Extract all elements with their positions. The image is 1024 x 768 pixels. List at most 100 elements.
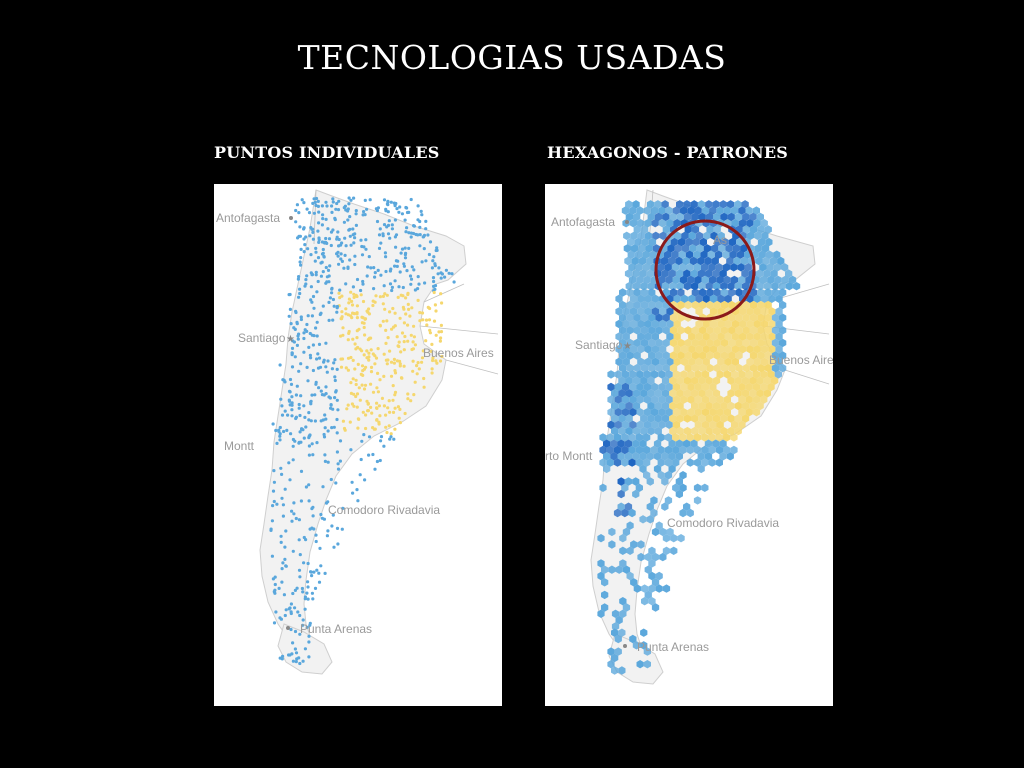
data-hexagon <box>731 332 739 341</box>
data-hexagon <box>686 508 694 518</box>
data-point <box>395 207 399 211</box>
data-point <box>348 234 352 238</box>
data-hexagon <box>697 452 705 461</box>
data-hexagon <box>626 571 634 581</box>
data-point <box>393 390 398 394</box>
data-point <box>327 318 331 322</box>
data-point <box>311 294 316 299</box>
data-point <box>294 651 299 655</box>
data-point <box>305 625 309 629</box>
data-point <box>341 333 345 337</box>
data-point <box>296 337 300 341</box>
data-point <box>379 241 383 245</box>
data-point <box>305 322 309 327</box>
data-hexagon <box>693 483 702 492</box>
data-point <box>369 266 373 270</box>
data-point <box>288 478 292 482</box>
data-hexagon <box>687 395 695 404</box>
data-point <box>309 419 313 423</box>
data-point <box>436 272 440 276</box>
data-point <box>349 381 353 385</box>
data-hexagon <box>637 319 645 329</box>
data-hexagon <box>607 647 615 656</box>
data-point <box>386 406 390 410</box>
data-hexagon <box>731 345 739 354</box>
data-hexagon <box>719 200 727 209</box>
data-hexagon <box>668 452 676 461</box>
data-hexagon <box>708 458 716 467</box>
individual-points-map[interactable]: Antofagasta Santiago ★ Buenos Aires Mont… <box>214 184 502 706</box>
data-point <box>400 247 405 251</box>
data-hexagon <box>753 319 761 329</box>
data-point <box>350 480 354 484</box>
data-hexagon <box>728 363 736 373</box>
data-hexagon <box>749 313 758 322</box>
data-hexagon <box>683 282 691 291</box>
data-point <box>434 359 438 363</box>
data-hexagon <box>731 370 739 379</box>
data-point <box>385 362 389 366</box>
data-point <box>367 351 371 355</box>
data-hexagon <box>615 307 623 316</box>
data-point <box>435 248 439 252</box>
data-hexagon <box>765 250 774 259</box>
hexagon-pattern-map[interactable]: Antofagasta As Santiago ★ Buenos Aires r… <box>545 184 833 706</box>
data-hexagon <box>726 452 734 461</box>
data-point <box>305 207 309 211</box>
data-hexagon <box>636 395 644 404</box>
data-point <box>325 204 329 208</box>
data-hexagon <box>644 552 652 562</box>
data-point <box>338 288 342 292</box>
data-hexagon <box>697 269 705 278</box>
data-point <box>395 264 399 268</box>
data-hexagon <box>624 477 633 486</box>
data-hexagon <box>623 231 631 240</box>
data-point <box>450 272 454 276</box>
data-point <box>408 274 413 278</box>
data-hexagon <box>614 647 622 656</box>
data-hexagon <box>621 445 629 455</box>
data-point <box>340 527 344 531</box>
data-point <box>430 266 434 270</box>
data-point <box>287 607 291 611</box>
data-hexagon <box>639 452 647 461</box>
data-hexagon <box>738 382 746 392</box>
data-point <box>416 218 420 222</box>
data-hexagon <box>672 445 680 455</box>
data-hexagon <box>636 660 644 669</box>
data-point <box>295 657 299 661</box>
data-hexagon <box>756 282 764 291</box>
data-point <box>364 238 368 242</box>
data-hexagon <box>637 552 645 562</box>
data-point <box>421 318 425 322</box>
data-point <box>303 415 307 419</box>
data-hexagon <box>636 408 644 417</box>
data-point <box>407 246 411 250</box>
data-point <box>299 315 303 319</box>
data-hexagon <box>643 458 651 467</box>
data-point <box>317 580 322 584</box>
data-point <box>329 477 333 482</box>
capital-star-icon: ★ <box>286 334 295 345</box>
data-hexagon <box>735 326 743 335</box>
data-hexagon <box>665 370 673 379</box>
data-point <box>362 325 366 330</box>
data-point <box>398 270 402 274</box>
data-point <box>407 210 411 214</box>
city-marker-antofagasta <box>289 216 293 220</box>
data-point <box>386 336 390 340</box>
data-hexagon <box>753 357 761 366</box>
data-hexagon <box>627 237 635 247</box>
data-point <box>336 254 340 258</box>
data-hexagon <box>760 395 768 404</box>
data-point <box>385 225 389 229</box>
data-point <box>302 350 306 354</box>
data-point <box>298 291 302 296</box>
data-hexagon <box>778 282 786 291</box>
data-point <box>363 383 368 387</box>
data-hexagon <box>741 376 750 385</box>
data-hexagon <box>742 225 750 234</box>
data-hexagon <box>742 282 750 291</box>
data-hexagon <box>749 300 758 310</box>
data-point <box>308 353 312 357</box>
